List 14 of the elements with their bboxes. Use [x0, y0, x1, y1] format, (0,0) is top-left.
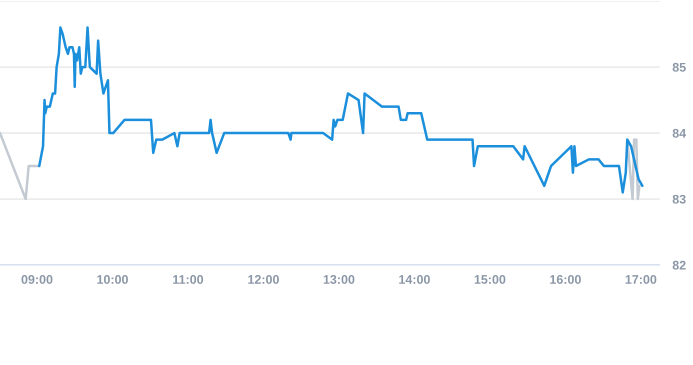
x-tick-label: 16:00	[550, 275, 581, 284]
x-tick-label: 12:00	[248, 275, 279, 284]
y-tick-label: 82	[672, 260, 686, 270]
x-tick-label: 17:00	[626, 275, 656, 284]
x-tick-label: 11:00	[173, 275, 204, 284]
x-tick-label: 09:00	[22, 275, 52, 284]
x-tick-label: 14:00	[399, 275, 430, 284]
y-tick-label: 83	[672, 194, 686, 204]
x-tick-label: 10:00	[97, 275, 128, 284]
x-tick-label: 15:00	[474, 275, 506, 284]
y-tick-label: 85	[672, 62, 686, 72]
y-tick-label: 84	[672, 128, 686, 138]
line-series	[38, 26, 644, 194]
x-tick-label: 13:00	[324, 275, 354, 284]
